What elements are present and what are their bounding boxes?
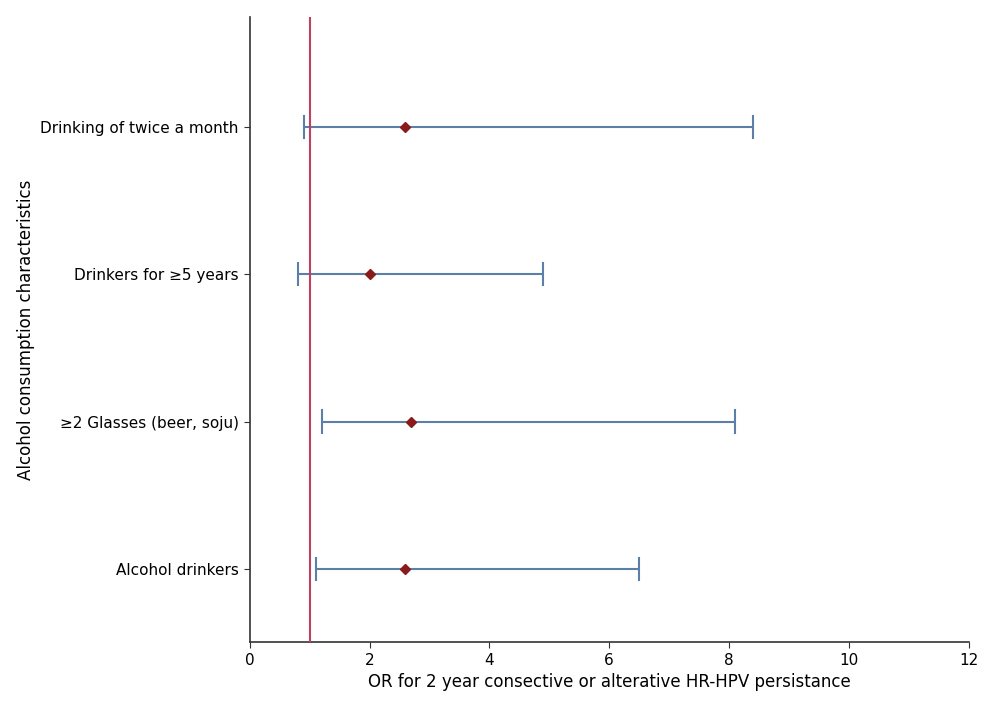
X-axis label: OR for 2 year consective or alterative HR-HPV persistance: OR for 2 year consective or alterative H… [368,673,850,691]
Y-axis label: Alcohol consumption characteristics: Alcohol consumption characteristics [17,179,35,480]
